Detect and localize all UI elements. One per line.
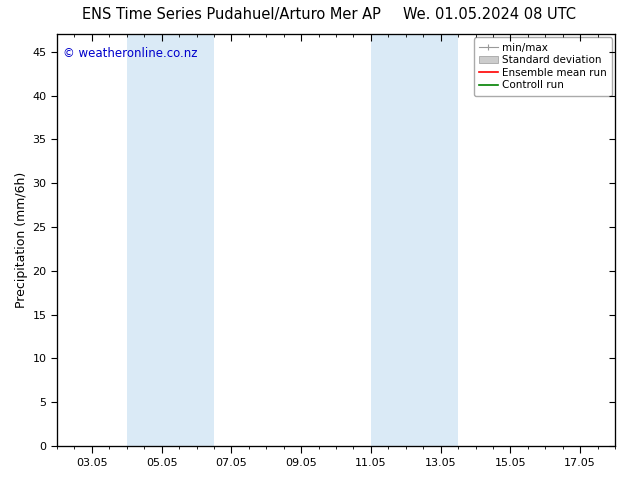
Legend: min/max, Standard deviation, Ensemble mean run, Controll run: min/max, Standard deviation, Ensemble me… bbox=[474, 37, 612, 96]
Text: ENS Time Series Pudahuel/Arturo Mer AP: ENS Time Series Pudahuel/Arturo Mer AP bbox=[82, 7, 381, 23]
Text: We. 01.05.2024 08 UTC: We. 01.05.2024 08 UTC bbox=[403, 7, 576, 23]
Y-axis label: Precipitation (mm/6h): Precipitation (mm/6h) bbox=[15, 172, 29, 308]
Bar bbox=[371, 34, 458, 446]
Bar bbox=[127, 34, 214, 446]
Text: © weatheronline.co.nz: © weatheronline.co.nz bbox=[63, 47, 197, 60]
